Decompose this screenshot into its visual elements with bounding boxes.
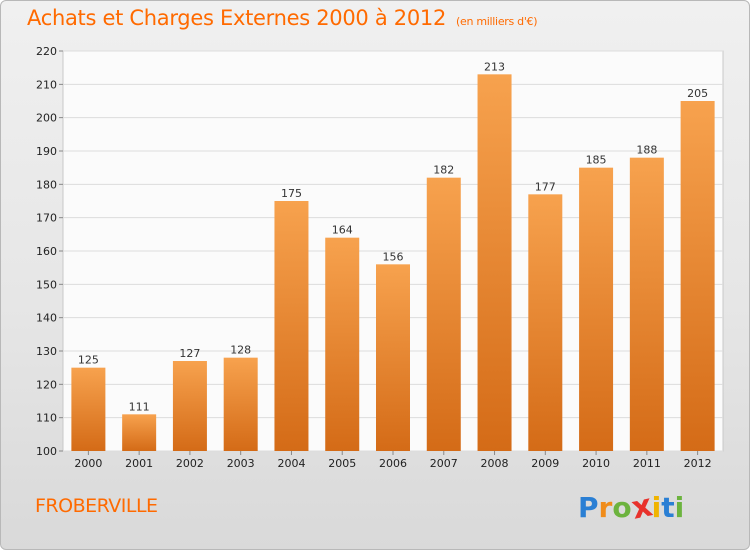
bar-2006 [376,264,410,451]
value-label: 177 [535,180,556,193]
bar-2003 [223,357,258,451]
bar-2010 [579,167,614,451]
chart-title: Achats et Charges Externes 2000 à 2012 (e… [27,6,538,30]
value-label: 128 [230,344,251,357]
bar-2001 [122,414,157,451]
bar-2012 [680,101,715,451]
value-label: 188 [636,144,657,157]
x-tick-label: 2004 [277,457,305,470]
y-tick-label: 210 [36,78,57,91]
x-tick-label: 2009 [531,457,559,470]
value-label: 205 [687,87,708,100]
x-tick-label: 2002 [176,457,204,470]
logo-letter: i [674,491,685,524]
y-tick-label: 120 [36,378,57,391]
x-tick-label: 2010 [582,457,610,470]
x-axis-ticks: 2000 2001 2002 2003 2004 2005 2006 2007 2008 2009… [74,451,712,470]
bar-2005 [325,237,360,451]
title-text: Achats et Charges Externes 2000 à 2012 [27,6,447,30]
y-tick-label: 150 [36,278,57,291]
y-tick-label: 130 [36,345,57,358]
bar-2000 [71,367,106,451]
x-tick-label: 2003 [227,457,255,470]
unit-label: (en milliers d'€) [456,15,538,28]
logo-letter: r [598,491,613,524]
x-tick-label: 2011 [633,457,661,470]
value-label: 175 [281,187,302,200]
proxiti-logo: Proxiti [578,487,685,526]
value-label: 111 [129,400,150,413]
value-label: 125 [78,354,99,367]
x-tick-label: 2012 [684,457,712,470]
y-tick-label: 200 [36,112,57,125]
x-tick-label: 2007 [430,457,458,470]
bar-2004 [274,201,309,451]
bar-2008 [477,74,512,451]
y-tick-label: 110 [36,412,57,425]
x-tick-label: 2005 [328,457,356,470]
bar-2011 [629,157,664,451]
x-tick-label: 2000 [74,457,102,470]
y-axis-ticks: 100 110 120 130 140 150 160 170 180 190 200 210 220 [36,45,57,458]
value-label: 156 [383,250,404,263]
y-tick-label: 220 [36,45,57,58]
y-tick-label: 100 [36,445,57,458]
town-name: FROBERVILLE [35,495,158,517]
x-tick-label: 2001 [125,457,153,470]
x-tick-label: 2006 [379,457,407,470]
value-label: 182 [433,164,454,177]
logo-letter: i [651,491,662,524]
value-label: 164 [332,224,353,237]
bar-2002 [172,361,207,451]
value-labels: 125 111 127 128 175 164 156 182 213 177 185 188 205 [78,60,708,413]
value-label: 185 [586,154,607,167]
bars [71,74,715,452]
bar-2007 [426,177,461,451]
y-tick-label: 160 [36,245,57,258]
value-label: 213 [484,60,505,73]
logo-letter: t [661,491,675,524]
bar-2009 [528,194,563,452]
y-tick-label: 190 [36,145,57,158]
logo-letter: P [578,491,599,524]
value-label: 127 [179,347,200,360]
y-tick-label: 180 [36,178,57,191]
logo-letter: o [612,491,632,524]
x-tick-label: 2008 [481,457,509,470]
y-tick-label: 170 [36,212,57,225]
y-tick-label: 140 [36,312,57,325]
